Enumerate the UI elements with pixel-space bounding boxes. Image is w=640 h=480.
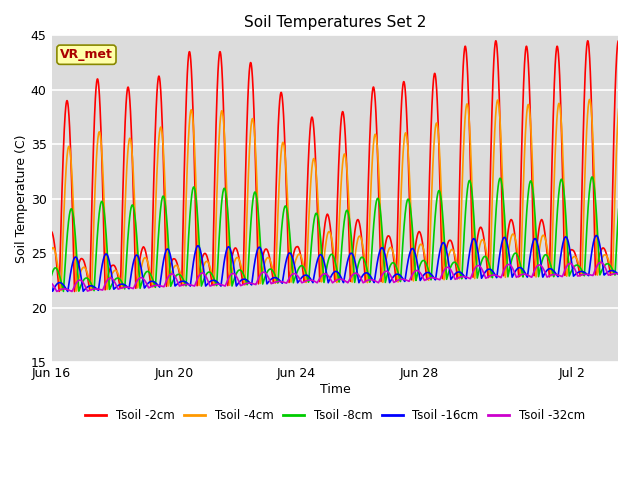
Tsoil -16cm — [577, 269, 585, 275]
Tsoil -32cm — [577, 272, 585, 278]
Tsoil -32cm — [349, 272, 356, 278]
Tsoil -8cm — [349, 250, 356, 256]
Line: Tsoil -8cm: Tsoil -8cm — [51, 177, 634, 291]
Tsoil -8cm — [345, 213, 353, 219]
Tsoil -2cm — [630, 245, 637, 251]
Tsoil -16cm — [101, 252, 109, 258]
Tsoil -32cm — [101, 282, 109, 288]
Tsoil -2cm — [345, 231, 353, 237]
Tsoil -32cm — [47, 280, 55, 286]
Tsoil -16cm — [630, 265, 637, 271]
Tsoil -2cm — [577, 223, 585, 229]
Tsoil -4cm — [345, 200, 353, 206]
Tsoil -32cm — [68, 288, 76, 294]
Tsoil -8cm — [488, 271, 495, 276]
Tsoil -8cm — [630, 265, 637, 271]
Tsoil -32cm — [416, 270, 424, 276]
Tsoil -16cm — [47, 283, 55, 289]
Tsoil -4cm — [47, 247, 55, 252]
Tsoil -32cm — [488, 273, 495, 278]
Line: Tsoil -16cm: Tsoil -16cm — [51, 235, 634, 291]
Tsoil -16cm — [416, 277, 424, 283]
Tsoil -4cm — [577, 270, 585, 276]
Tsoil -16cm — [488, 267, 495, 273]
Tsoil -8cm — [416, 263, 424, 268]
Tsoil -32cm — [345, 278, 353, 284]
Tsoil -16cm — [623, 232, 631, 238]
Title: Soil Temperatures Set 2: Soil Temperatures Set 2 — [244, 15, 426, 30]
X-axis label: Time: Time — [319, 383, 350, 396]
Tsoil -4cm — [72, 288, 80, 294]
Tsoil -32cm — [630, 261, 637, 267]
Tsoil -4cm — [630, 253, 637, 259]
Tsoil -4cm — [101, 223, 109, 229]
Tsoil -2cm — [349, 252, 356, 257]
Legend: Tsoil -2cm, Tsoil -4cm, Tsoil -8cm, Tsoil -16cm, Tsoil -32cm: Tsoil -2cm, Tsoil -4cm, Tsoil -8cm, Tsoi… — [81, 404, 589, 427]
Tsoil -16cm — [345, 253, 353, 259]
Tsoil -4cm — [349, 276, 356, 282]
Tsoil -8cm — [101, 216, 109, 222]
Tsoil -8cm — [47, 273, 55, 278]
Y-axis label: Soil Temperature (C): Soil Temperature (C) — [15, 134, 28, 263]
Tsoil -8cm — [60, 288, 67, 294]
Line: Tsoil -4cm: Tsoil -4cm — [51, 99, 634, 291]
Tsoil -8cm — [577, 266, 585, 272]
Text: VR_met: VR_met — [60, 48, 113, 61]
Tsoil -16cm — [349, 252, 356, 257]
Tsoil -4cm — [616, 96, 624, 102]
Tsoil -2cm — [101, 279, 109, 285]
Tsoil -2cm — [488, 125, 495, 131]
Tsoil -2cm — [47, 228, 55, 234]
Line: Tsoil -32cm: Tsoil -32cm — [51, 262, 634, 291]
Line: Tsoil -2cm: Tsoil -2cm — [51, 41, 634, 291]
Tsoil -32cm — [627, 259, 635, 265]
Tsoil -4cm — [488, 221, 495, 227]
Tsoil -2cm — [70, 288, 78, 294]
Tsoil -4cm — [416, 242, 424, 248]
Tsoil -2cm — [614, 38, 622, 44]
Tsoil -8cm — [619, 174, 627, 180]
Tsoil -2cm — [416, 229, 424, 235]
Tsoil -16cm — [64, 288, 72, 294]
